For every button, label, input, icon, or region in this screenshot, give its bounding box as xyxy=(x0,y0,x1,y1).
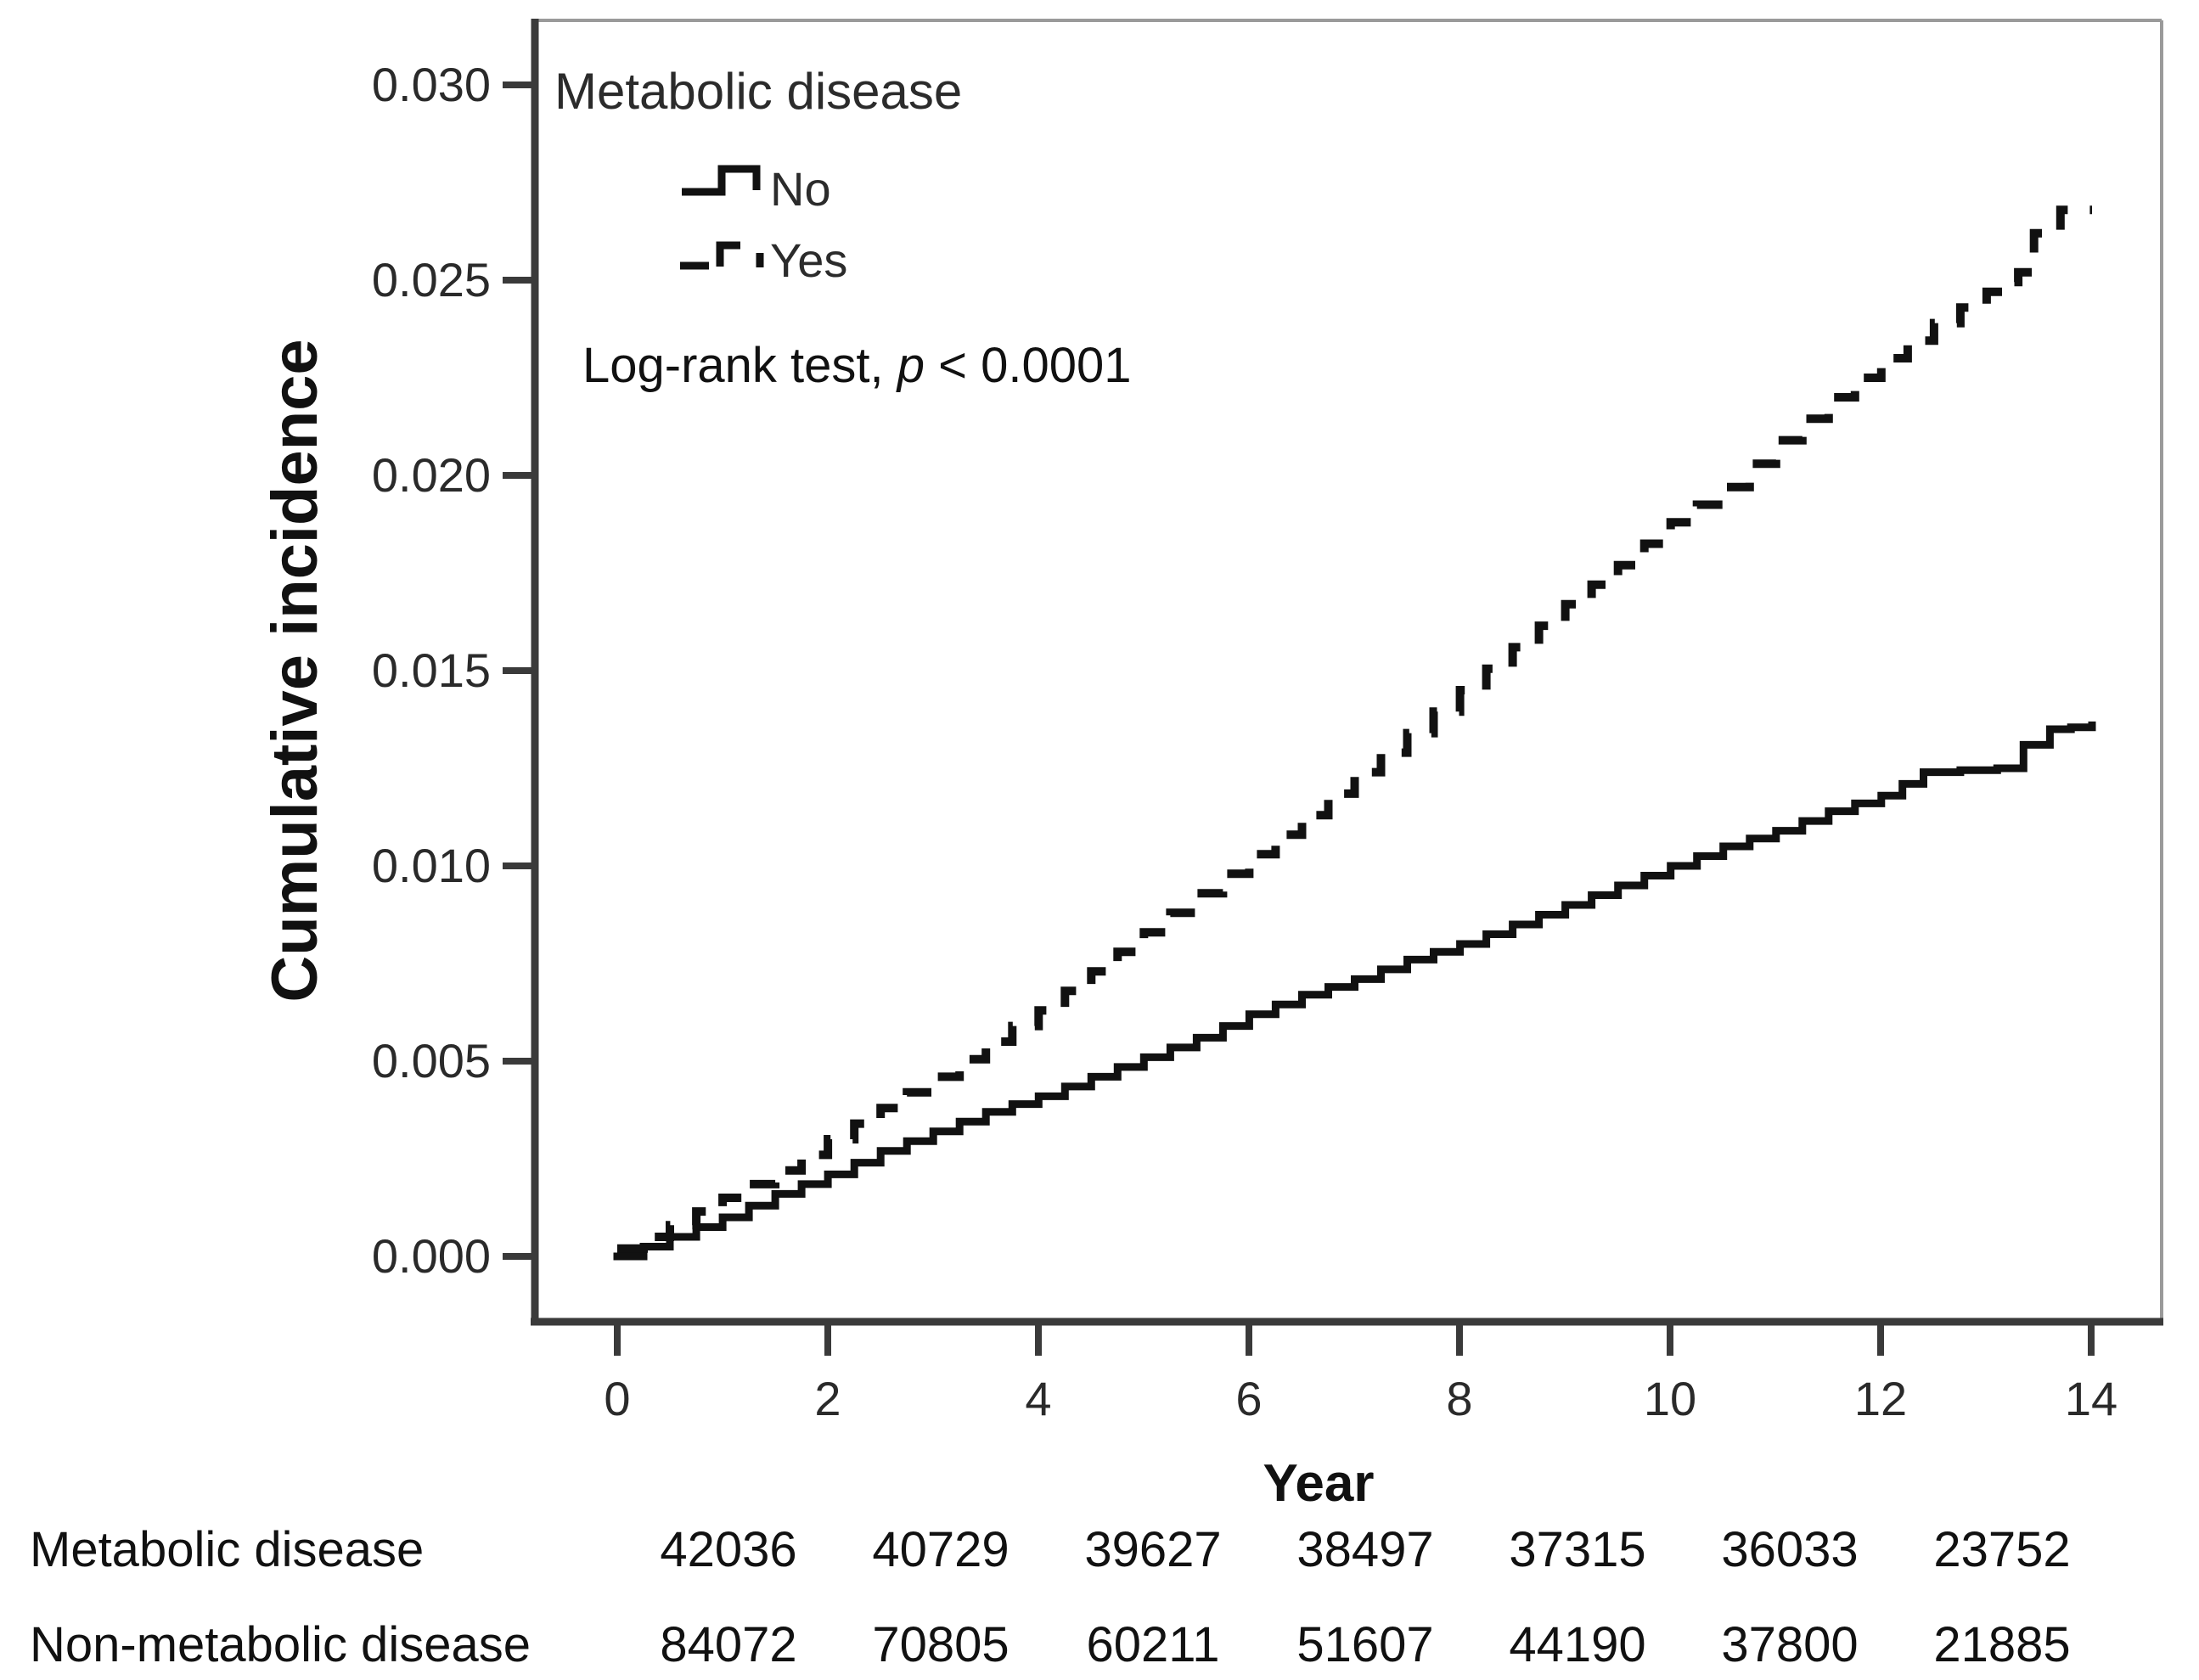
y-tick-label: 0.000 xyxy=(372,1229,491,1283)
risk-row-values: 84072 70805 60211 51607 44190 37800 2188… xyxy=(660,1617,2070,1672)
risk-value: 36033 xyxy=(1721,1522,1858,1577)
y-tick-label: 0.010 xyxy=(372,839,491,892)
legend: Metabolic disease No Yes Log-rank test, … xyxy=(554,63,1132,393)
y-tick-label: 0.015 xyxy=(372,643,491,697)
y-axis-title: Cumulative incidence xyxy=(259,339,331,1002)
plot-frame xyxy=(531,19,2163,1326)
risk-row-values: 42036 40729 39627 38497 37315 36033 2375… xyxy=(660,1522,2070,1577)
x-tick-label: 0 xyxy=(604,1372,630,1425)
solid-line-sample-icon xyxy=(682,165,761,196)
x-tick-label: 8 xyxy=(1446,1372,1472,1425)
risk-value: 40729 xyxy=(872,1522,1009,1577)
legend-label-yes: Yes xyxy=(770,233,847,287)
risk-value: 39627 xyxy=(1084,1522,1221,1577)
yes-curve xyxy=(617,205,2092,1253)
risk-value: 60211 xyxy=(1087,1617,1220,1672)
dashed-line-sample-icon xyxy=(680,241,764,270)
risk-value: 23752 xyxy=(1933,1522,2070,1577)
risk-value: 37800 xyxy=(1721,1617,1858,1672)
x-tick-label: 6 xyxy=(1235,1372,1262,1425)
y-tick-label: 0.005 xyxy=(372,1034,491,1087)
x-tick-label: 10 xyxy=(1644,1372,1696,1425)
y-tick-label: 0.025 xyxy=(372,253,491,306)
y-tick-marks xyxy=(503,81,534,1260)
logrank-prefix: Log-rank test, xyxy=(582,338,897,393)
no-curve xyxy=(613,721,2096,1261)
risk-value: 21885 xyxy=(1933,1617,2070,1672)
x-tick-label: 2 xyxy=(814,1372,841,1425)
x-tick-marks xyxy=(614,1323,2095,1356)
y-tick-labels: 0.030 0.025 0.020 0.015 0.010 0.005 0.00… xyxy=(372,58,491,1283)
logrank-suffix: < 0.0001 xyxy=(925,338,1132,393)
x-tick-label: 4 xyxy=(1025,1372,1051,1425)
risk-value: 37315 xyxy=(1509,1522,1645,1577)
legend-label-no: No xyxy=(770,162,831,216)
x-tick-label: 14 xyxy=(2065,1372,2117,1425)
y-tick-label: 0.030 xyxy=(372,58,491,111)
risk-value: 51607 xyxy=(1296,1617,1433,1672)
dash-step-segment xyxy=(716,241,740,267)
curves xyxy=(613,205,2096,1261)
legend-title: Metabolic disease xyxy=(554,63,962,120)
logrank-annotation: Log-rank test, p < 0.0001 xyxy=(582,338,1132,393)
risk-value: 44190 xyxy=(1509,1617,1645,1672)
risk-value: 70805 xyxy=(872,1617,1009,1672)
risk-value: 84072 xyxy=(660,1617,796,1672)
x-tick-labels: 0 2 4 6 8 10 12 14 xyxy=(604,1372,2117,1425)
x-tick-label: 12 xyxy=(1854,1372,1907,1425)
risk-row-label: Metabolic disease xyxy=(30,1522,424,1577)
risk-value: 42036 xyxy=(660,1522,796,1577)
risk-table: Metabolic disease 42036 40729 39627 3849… xyxy=(30,1522,2071,1672)
y-tick-label: 0.020 xyxy=(372,448,491,502)
x-axis-title: Year xyxy=(1263,1454,1374,1513)
risk-value: 38497 xyxy=(1296,1522,1433,1577)
logrank-p-symbol: p xyxy=(896,338,925,393)
risk-row-label: Non-metabolic disease xyxy=(30,1617,531,1672)
